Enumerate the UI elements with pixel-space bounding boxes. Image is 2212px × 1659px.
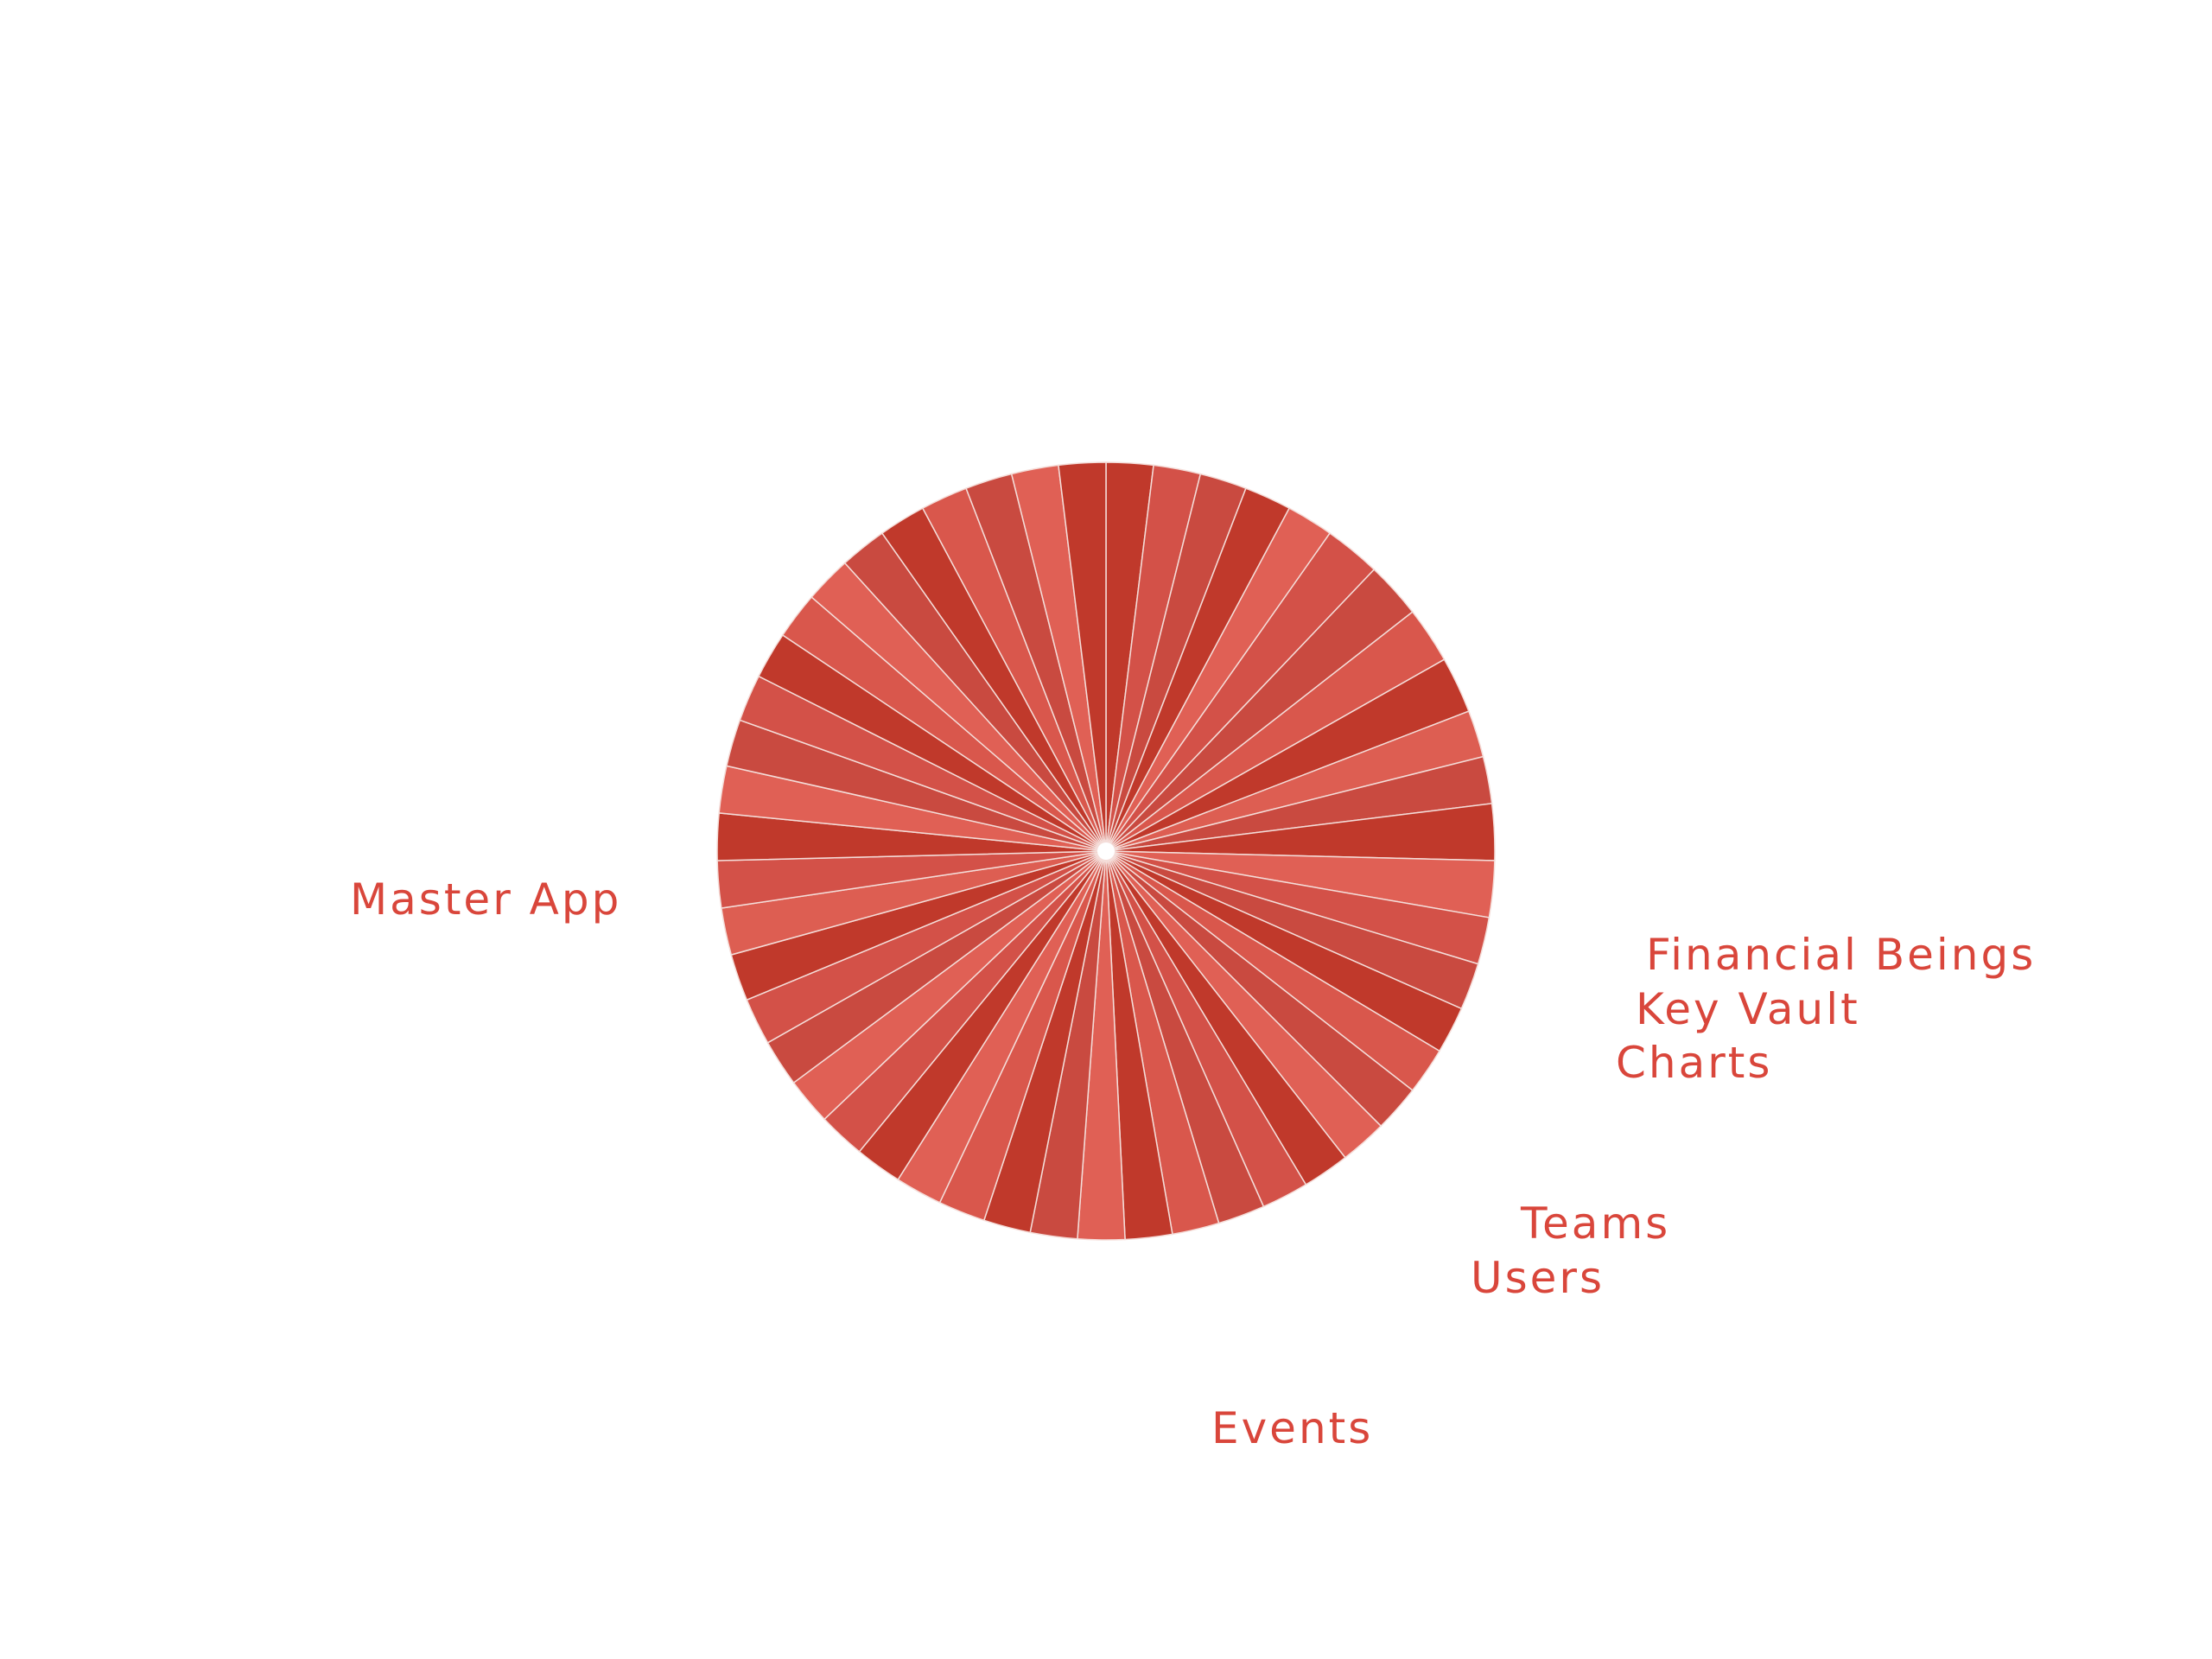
- pie-center-hub: [1097, 842, 1115, 860]
- pie-slices: [716, 461, 1496, 1241]
- label-master-app: Master App: [350, 874, 621, 925]
- label-key-vault: Key Vault: [1636, 984, 1860, 1034]
- label-events: Events: [1211, 1403, 1373, 1453]
- label-teams: Teams: [1520, 1198, 1670, 1249]
- label-charts: Charts: [1616, 1038, 1772, 1088]
- label-financial-beings: Financial Beings: [1646, 930, 2036, 980]
- label-users: Users: [1471, 1253, 1605, 1303]
- pie-labels: Master App Financial Beings Key Vault Ch…: [350, 874, 2036, 1453]
- pie-slice: [1058, 461, 1107, 852]
